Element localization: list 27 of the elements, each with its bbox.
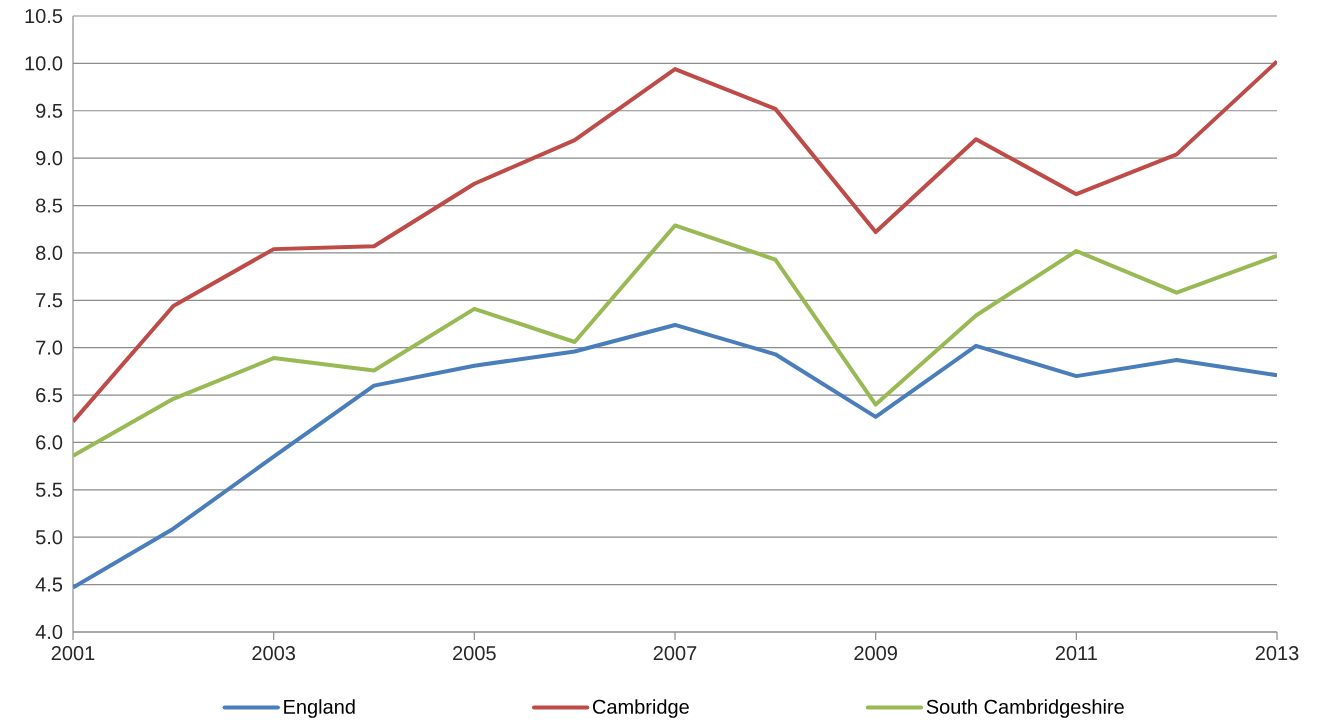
y-tick-label: 4.5: [35, 577, 63, 592]
line-series: [73, 223, 1278, 458]
legend-label: England: [284, 699, 355, 718]
x-tick-label: 2001: [51, 646, 95, 661]
x-tick-label: 2007: [653, 646, 697, 661]
y-tick-label: 6.0: [36, 435, 63, 450]
y-tick-label: 7.5: [36, 293, 63, 308]
y-tick-label: 4.0: [35, 624, 63, 640]
y-tick-label: 6.5: [36, 387, 63, 403]
line-series: [73, 322, 1278, 590]
y-tick-label: 8.0: [36, 245, 63, 260]
y-tick-label: 8.5: [36, 198, 63, 213]
y-tick-label: 7.0: [36, 340, 63, 355]
y-tick-label: 5.5: [35, 482, 63, 497]
line-series: [73, 59, 1278, 424]
x-tick-label: 2009: [854, 646, 897, 661]
y-tick-label: 10.0: [25, 56, 63, 71]
x-tick-label: 2005: [453, 646, 496, 661]
y-tick-label: 9.5: [36, 103, 63, 118]
x-tick-label: 2013: [1255, 646, 1299, 661]
y-tick-label: 10.5: [25, 8, 63, 24]
x-tick-label: 2011: [1055, 646, 1097, 661]
y-tick-label: 5.0: [35, 530, 63, 545]
legend-label: South Cambridgeshire: [926, 699, 1124, 718]
y-tick-label: 9.0: [36, 151, 63, 166]
x-tick-label: 2003: [252, 646, 296, 661]
legend-label: Cambridge: [592, 699, 689, 718]
